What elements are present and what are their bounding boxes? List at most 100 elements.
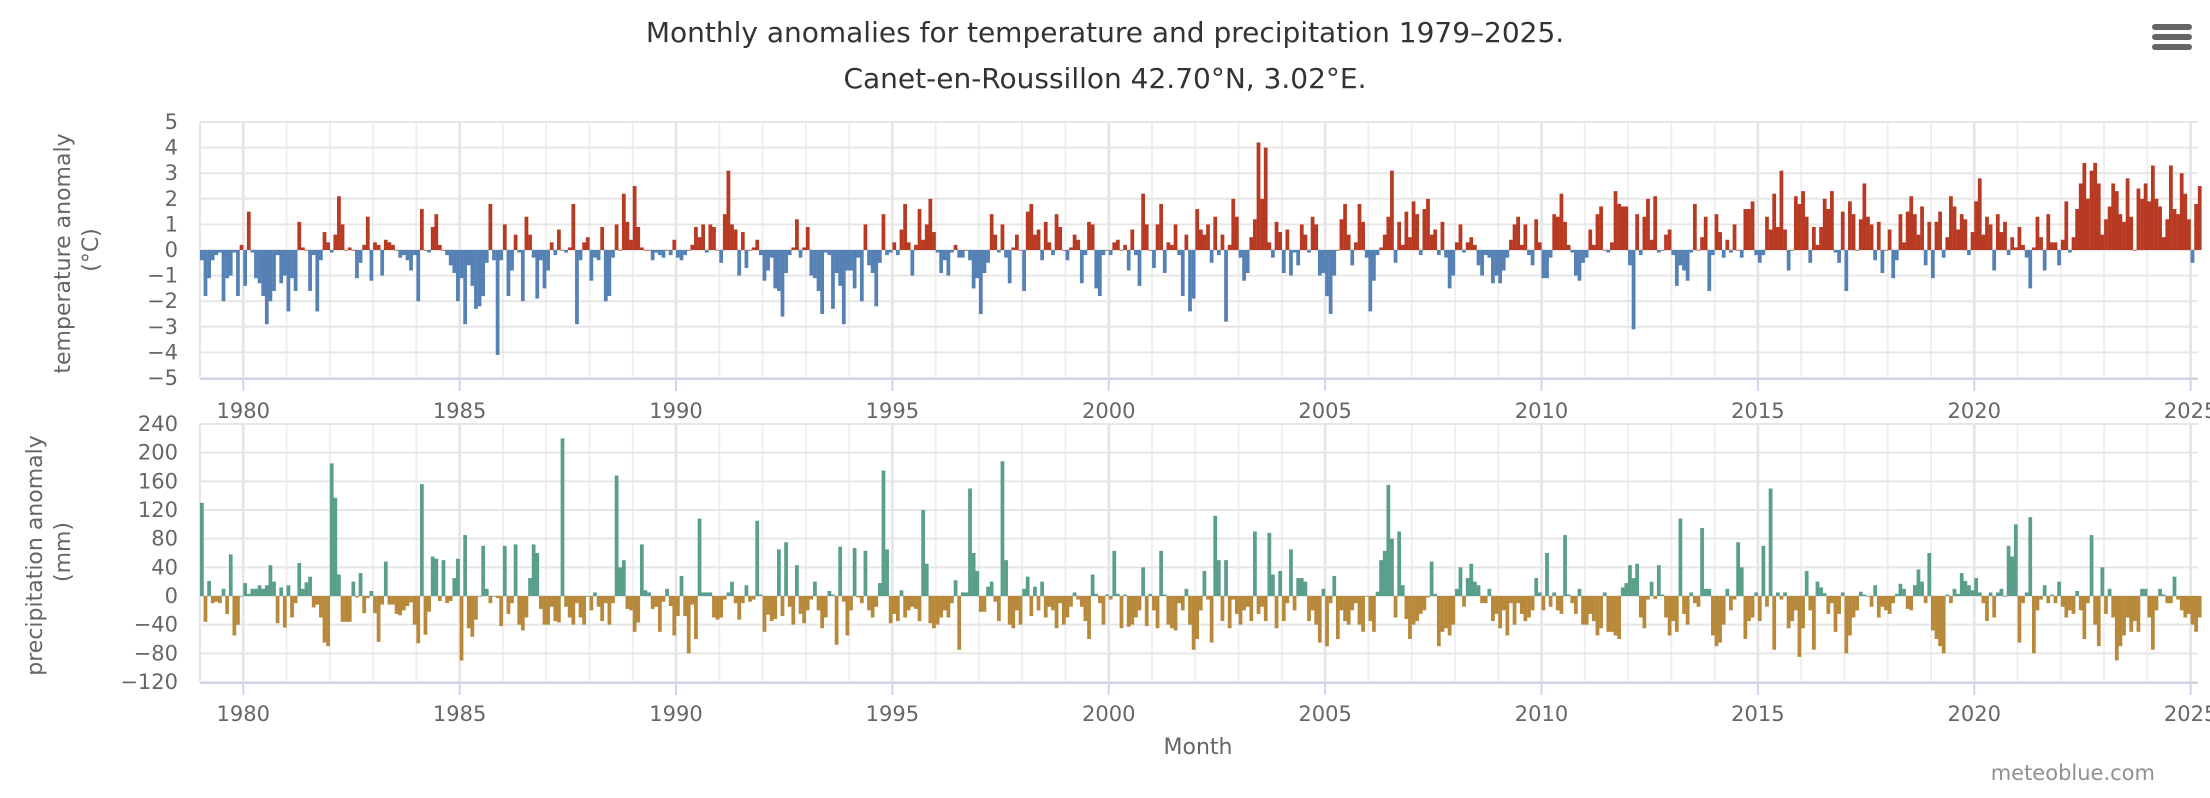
precipitation-bar bbox=[1808, 596, 1813, 611]
temperature-bar bbox=[1592, 244, 1596, 250]
temperature-bar bbox=[647, 250, 651, 251]
temperature-bar bbox=[1393, 250, 1398, 263]
temperature-bar bbox=[394, 250, 399, 251]
precipitation-bar bbox=[1977, 592, 1982, 596]
precipitation-bar bbox=[1310, 596, 1315, 611]
precipitation-bar bbox=[1721, 596, 1726, 625]
temperature-bar bbox=[1646, 198, 1650, 250]
precipitation-bar bbox=[434, 558, 439, 596]
precipitation-bar bbox=[910, 596, 915, 607]
y-tick-label: −5 bbox=[147, 366, 178, 390]
precipitation-bar bbox=[1022, 588, 1026, 596]
precipitation-bar bbox=[1873, 585, 1878, 596]
precipitation-bar bbox=[1916, 569, 1921, 596]
temperature-bar bbox=[2003, 221, 2007, 250]
temperature-bar bbox=[1714, 214, 1719, 250]
precipitation-bar bbox=[2003, 596, 2007, 597]
precipitation-bar bbox=[867, 596, 871, 611]
precipitation-bar bbox=[2169, 596, 2173, 604]
precipitation-bar bbox=[1801, 596, 1805, 629]
precipitation-bar bbox=[1692, 596, 1697, 604]
temperature-bar bbox=[423, 250, 428, 251]
precipitation-bar bbox=[657, 596, 662, 632]
temperature-bar bbox=[1501, 250, 1506, 271]
temperature-bar bbox=[308, 250, 312, 291]
temperature-bar bbox=[1970, 232, 1975, 250]
temperature-bar bbox=[1707, 250, 1712, 291]
temperature-bar bbox=[1505, 250, 1510, 258]
precipitation-bar bbox=[557, 596, 561, 623]
temperature-bar bbox=[210, 250, 215, 261]
x-tick-label: 2025 bbox=[2164, 399, 2210, 423]
precipitation-bar bbox=[2017, 596, 2022, 643]
precipitation-bar bbox=[1188, 596, 1192, 625]
precipitation-bar bbox=[275, 596, 280, 624]
precipitation-bar bbox=[1076, 596, 1081, 600]
temperature-bar bbox=[600, 226, 605, 250]
precipitation-bar bbox=[1126, 596, 1131, 627]
temperature-bar bbox=[2031, 247, 2036, 250]
precipitation-bar bbox=[2064, 596, 2069, 618]
temperature-bar bbox=[1134, 250, 1138, 256]
precipitation-y-axis-label: precipitation anomaly (mm) bbox=[23, 428, 76, 676]
precipitation-bar bbox=[1000, 461, 1005, 596]
temperature-bar bbox=[1570, 250, 1575, 253]
temperature-bar bbox=[1595, 214, 1600, 250]
temperature-bar bbox=[1400, 244, 1405, 250]
precipitation-bar bbox=[1981, 596, 1986, 604]
temperature-bar bbox=[412, 250, 417, 256]
temperature-bar bbox=[1372, 250, 1376, 281]
credit-link[interactable]: meteoblue.com bbox=[1991, 761, 2155, 785]
precipitation-bar bbox=[740, 596, 745, 604]
temperature-bar bbox=[1801, 191, 1805, 250]
temperature-bar bbox=[1995, 214, 2000, 250]
temperature-bar bbox=[1144, 224, 1149, 250]
temperature-bar bbox=[773, 250, 778, 289]
precipitation-bar bbox=[1433, 593, 1438, 596]
precipitation-bar bbox=[1696, 596, 1701, 607]
precipitation-bar bbox=[1822, 593, 1827, 596]
temperature-bar bbox=[1379, 247, 1383, 250]
temperature-bar bbox=[1700, 237, 1704, 250]
temperature-bar bbox=[639, 247, 644, 250]
temperature-bar bbox=[1188, 250, 1192, 312]
hamburger-menu-icon[interactable] bbox=[2152, 24, 2192, 60]
temperature-bar bbox=[1256, 142, 1261, 250]
temperature-bar bbox=[1588, 229, 1593, 250]
temperature-bar bbox=[2147, 201, 2152, 250]
precipitation-bar bbox=[1213, 515, 1218, 596]
precipitation-bar bbox=[2071, 596, 2076, 614]
temperature-bar bbox=[1177, 250, 1182, 256]
temperature-bar bbox=[1267, 242, 1272, 250]
precipitation-bar bbox=[1198, 596, 1203, 611]
temperature-bar bbox=[820, 250, 825, 314]
precipitation-bar bbox=[726, 592, 731, 596]
temperature-bar bbox=[2028, 250, 2033, 289]
temperature-bar bbox=[1058, 226, 1063, 250]
precipitation-bar bbox=[748, 596, 752, 602]
temperature-bar bbox=[2100, 234, 2105, 250]
precipitation-bar bbox=[1786, 596, 1791, 629]
temperature-bar bbox=[831, 250, 835, 309]
precipitation-bar bbox=[755, 520, 760, 596]
temperature-bar bbox=[344, 250, 349, 251]
precipitation-bar bbox=[250, 588, 255, 596]
temperature-bar bbox=[1757, 250, 1762, 263]
temperature-bar bbox=[996, 250, 1001, 253]
precipitation-bar bbox=[831, 594, 835, 596]
precipitation-bar bbox=[2136, 596, 2141, 632]
precipitation-bar bbox=[2190, 596, 2195, 625]
temperature-bar bbox=[2006, 250, 2011, 256]
precipitation-bars bbox=[200, 438, 2202, 661]
precipitation-bar bbox=[474, 596, 478, 620]
temperature-bar bbox=[809, 250, 814, 276]
temperature-bar bbox=[1036, 229, 1041, 250]
precipitation-bar bbox=[1263, 596, 1268, 622]
temperature-bars bbox=[200, 142, 2202, 355]
temperature-bar bbox=[686, 250, 691, 251]
temperature-bar bbox=[1682, 250, 1686, 271]
temperature-bar bbox=[769, 250, 774, 258]
temperature-bar bbox=[1346, 234, 1351, 250]
temperature-bar bbox=[1029, 203, 1034, 250]
